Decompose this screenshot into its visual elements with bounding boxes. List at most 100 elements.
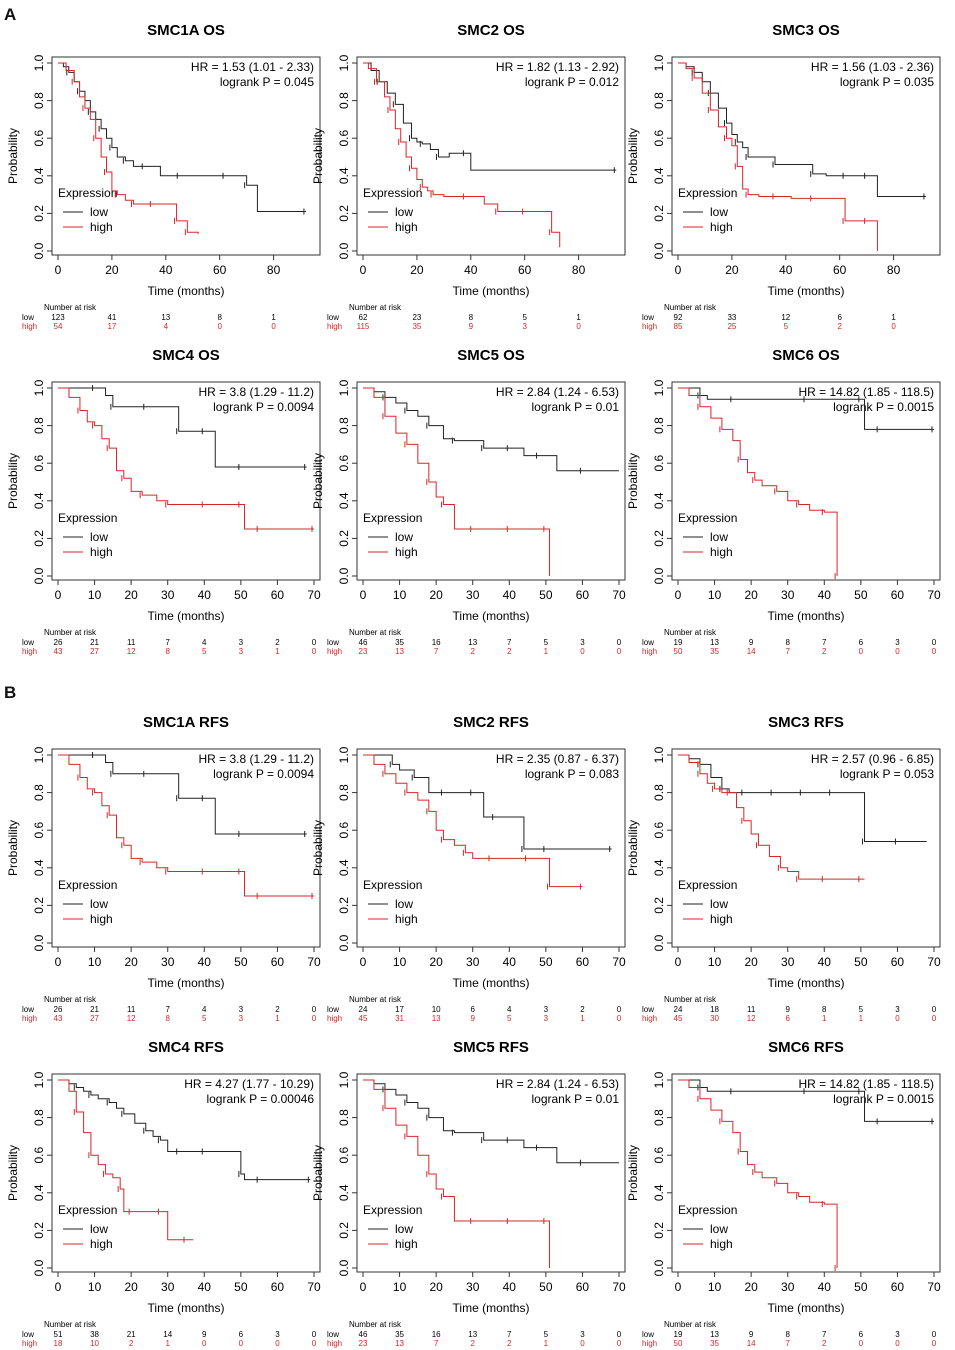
risk-row-high-label: high bbox=[327, 1014, 342, 1023]
risk-low-count: 21 bbox=[127, 1330, 136, 1339]
km-chart-5: SMC6 OS 0.0 0.2 0.4 0.6 0.8 1.0 Probability 0 10 2… bbox=[626, 347, 941, 656]
km-curve-high bbox=[363, 62, 561, 248]
risk-high-count: 10 bbox=[90, 1339, 99, 1348]
x-tick-label: 30 bbox=[466, 1280, 480, 1294]
risk-table-title: Number at risk bbox=[44, 628, 97, 637]
y-tick-label: 0.8 bbox=[337, 417, 351, 434]
y-tick-label: 0.2 bbox=[32, 897, 46, 914]
risk-high-count: 3 bbox=[239, 647, 244, 656]
y-tick-label: 0.4 bbox=[652, 492, 666, 509]
risk-row-high-label: high bbox=[22, 1339, 37, 1348]
x-tick-label: 0 bbox=[360, 263, 367, 277]
risk-low-count: 4 bbox=[202, 1005, 207, 1014]
plot-frame bbox=[671, 748, 941, 948]
legend-title: Expression bbox=[363, 186, 422, 200]
km-curve-high bbox=[363, 1079, 551, 1268]
x-tick-label: 40 bbox=[198, 588, 212, 602]
risk-table-title: Number at risk bbox=[349, 303, 402, 312]
y-tick-label: 1.0 bbox=[652, 379, 666, 396]
y-tick-label: 0.8 bbox=[32, 1109, 46, 1126]
risk-low-count: 46 bbox=[359, 638, 368, 647]
y-tick-label: 0.0 bbox=[652, 567, 666, 584]
x-tick-label: 30 bbox=[466, 588, 480, 602]
risk-low-count: 3 bbox=[895, 1005, 900, 1014]
hr-text: HR = 4.27 (1.77 - 10.29) bbox=[184, 1077, 314, 1091]
x-tick-label: 40 bbox=[198, 1280, 212, 1294]
x-tick-label: 20 bbox=[429, 1280, 443, 1294]
y-axis-label: Probability bbox=[311, 453, 325, 509]
y-tick-label: 0.8 bbox=[337, 1109, 351, 1126]
x-tick-label: 30 bbox=[466, 955, 480, 969]
risk-high-count: 0 bbox=[895, 647, 900, 656]
x-tick-label: 70 bbox=[307, 955, 321, 969]
x-tick-label: 30 bbox=[161, 588, 175, 602]
x-axis-label: Time (months) bbox=[148, 976, 225, 990]
x-tick-label: 0 bbox=[360, 955, 367, 969]
risk-high-count: 2 bbox=[822, 647, 827, 656]
risk-table-title: Number at risk bbox=[664, 303, 717, 312]
risk-low-count: 1 bbox=[576, 313, 581, 322]
x-tick-label: 30 bbox=[781, 1280, 795, 1294]
x-tick-label: 20 bbox=[744, 955, 758, 969]
risk-high-count: 1 bbox=[165, 1339, 170, 1348]
risk-low-count: 16 bbox=[432, 638, 441, 647]
risk-low-count: 0 bbox=[312, 1005, 317, 1014]
risk-high-count: 43 bbox=[54, 1014, 63, 1023]
risk-high-count: 0 bbox=[932, 1014, 937, 1023]
risk-high-count: 9 bbox=[470, 1014, 475, 1023]
km-curve-high bbox=[363, 754, 583, 888]
y-tick-label: 0.8 bbox=[32, 784, 46, 801]
risk-row-high-label: high bbox=[22, 322, 37, 331]
y-tick-label: 0.4 bbox=[32, 492, 46, 509]
x-tick-label: 20 bbox=[429, 588, 443, 602]
risk-low-count: 7 bbox=[507, 638, 512, 647]
risk-low-count: 35 bbox=[395, 1330, 404, 1339]
y-tick-label: 0.6 bbox=[652, 822, 666, 839]
risk-low-count: 46 bbox=[359, 1330, 368, 1339]
logrank-p-text: logrank P = 0.035 bbox=[840, 75, 935, 89]
risk-row-low-label: low bbox=[22, 638, 34, 647]
risk-high-count: 7 bbox=[434, 1339, 439, 1348]
risk-high-count: 0 bbox=[859, 1339, 864, 1348]
x-tick-label: 30 bbox=[781, 588, 795, 602]
x-tick-label: 40 bbox=[818, 955, 832, 969]
plot-frame bbox=[356, 56, 626, 256]
plot-frame bbox=[356, 748, 626, 948]
risk-low-count: 3 bbox=[895, 638, 900, 647]
risk-high-count: 4 bbox=[164, 322, 169, 331]
x-tick-label: 60 bbox=[576, 955, 590, 969]
y-axis-label: Probability bbox=[311, 1145, 325, 1201]
chart-title: SMC6 OS bbox=[772, 347, 840, 364]
risk-row-high-label: high bbox=[327, 1339, 342, 1348]
risk-low-count: 3 bbox=[580, 1330, 585, 1339]
y-tick-label: 1.0 bbox=[652, 54, 666, 71]
chart-title: SMC2 RFS bbox=[453, 714, 529, 731]
hr-text: HR = 1.56 (1.03 - 2.36) bbox=[811, 60, 934, 74]
risk-low-count: 13 bbox=[468, 638, 477, 647]
risk-high-count: 1 bbox=[580, 1014, 585, 1023]
risk-row-low-label: low bbox=[642, 1005, 654, 1014]
risk-table-title: Number at risk bbox=[664, 628, 717, 637]
x-axis-label: Time (months) bbox=[453, 976, 530, 990]
risk-row-high-label: high bbox=[22, 1014, 37, 1023]
risk-low-count: 6 bbox=[470, 1005, 475, 1014]
risk-low-count: 8 bbox=[785, 638, 790, 647]
x-tick-label: 70 bbox=[612, 588, 626, 602]
y-tick-label: 0.2 bbox=[652, 1222, 666, 1239]
y-tick-label: 1.0 bbox=[337, 54, 351, 71]
y-tick-label: 1.0 bbox=[652, 1071, 666, 1088]
x-tick-label: 40 bbox=[779, 263, 793, 277]
y-tick-label: 0.0 bbox=[652, 934, 666, 951]
plot-frame bbox=[671, 1073, 941, 1273]
legend-low-label: low bbox=[395, 205, 413, 219]
risk-low-count: 3 bbox=[895, 1330, 900, 1339]
risk-high-count: 45 bbox=[359, 1014, 368, 1023]
x-axis-label: Time (months) bbox=[768, 1301, 845, 1315]
logrank-p-text: logrank P = 0.00046 bbox=[206, 1092, 314, 1106]
risk-high-count: 27 bbox=[90, 1014, 99, 1023]
risk-high-count: 5 bbox=[202, 647, 207, 656]
y-tick-label: 0.6 bbox=[32, 455, 46, 472]
legend-title: Expression bbox=[58, 1203, 117, 1217]
